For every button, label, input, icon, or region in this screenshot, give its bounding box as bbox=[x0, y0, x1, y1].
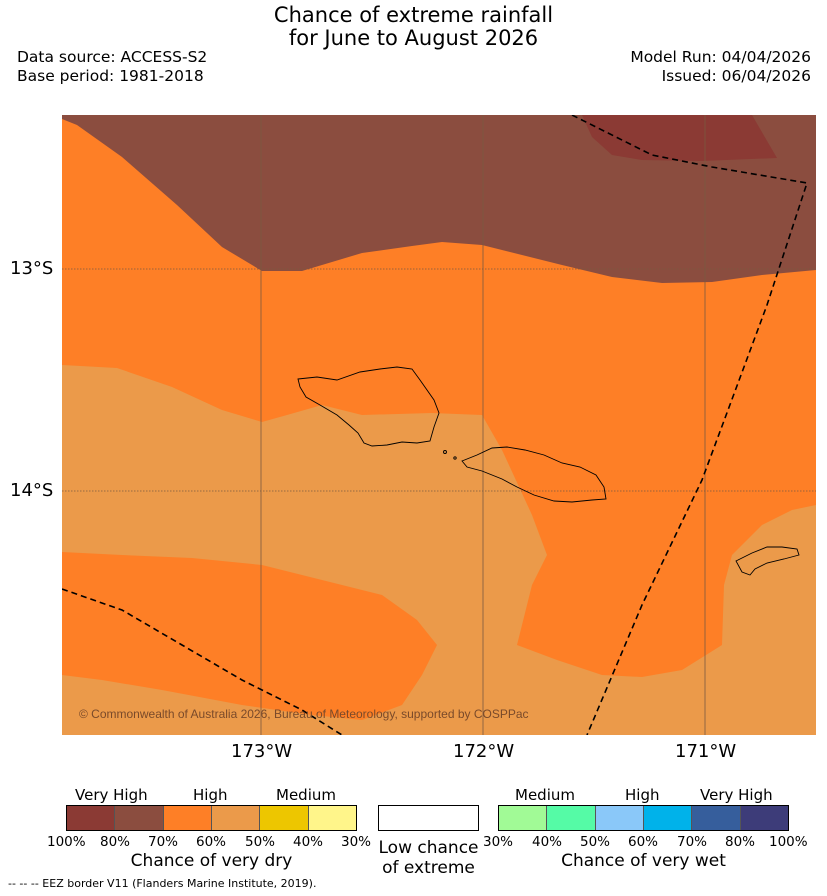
wet-tick: 70% bbox=[677, 834, 708, 850]
lon-label-171w: 171°W bbox=[675, 741, 737, 762]
dry-category-very-high: Very High bbox=[75, 786, 148, 804]
tutuila-island bbox=[735, 546, 800, 576]
region-high-dry-70-80-southwest bbox=[62, 552, 437, 720]
dry-tick: 30% bbox=[341, 834, 372, 850]
low-chance-line-2: of extreme bbox=[382, 858, 475, 878]
wet-tick: 30% bbox=[483, 834, 514, 850]
region-very-high-dry-80-100 bbox=[582, 115, 777, 161]
wet-colorbar-title: Chance of very wet bbox=[561, 851, 726, 871]
wet-tick: 50% bbox=[580, 834, 611, 850]
dry-tick: 50% bbox=[245, 834, 276, 850]
islands bbox=[297, 366, 800, 576]
swatch-dry-100-80 bbox=[67, 806, 116, 830]
forecast-map: © Commonwealth of Australia 2026, Bureau… bbox=[62, 115, 816, 735]
issued-date: Issued: 06/04/2026 bbox=[661, 67, 811, 85]
savaii-island bbox=[297, 366, 440, 447]
wet-tick: 40% bbox=[532, 834, 563, 850]
low-chance-swatch bbox=[378, 805, 479, 831]
dry-category-high: High bbox=[193, 786, 228, 804]
grid-lines bbox=[62, 115, 816, 735]
dry-tick: 60% bbox=[196, 834, 227, 850]
lat-label-14s: 14°S bbox=[10, 480, 54, 501]
wet-category-very-high: Very High bbox=[700, 786, 773, 804]
lon-label-173w: 173°W bbox=[231, 741, 293, 762]
swatch-dry-70-60 bbox=[163, 806, 212, 830]
title-line-1: Chance of extreme rainfall bbox=[273, 3, 554, 27]
dry-category-medium: Medium bbox=[276, 786, 336, 804]
dry-tick: 40% bbox=[293, 834, 324, 850]
low-chance-label: Low chance of extreme bbox=[365, 838, 492, 878]
meta-right: Model Run: 04/04/2026 Issued: 06/04/2026 bbox=[630, 48, 811, 86]
swatch-wet-30-40 bbox=[499, 806, 548, 830]
swatch-wet-80-100 bbox=[740, 806, 788, 830]
wet-tick: 60% bbox=[628, 834, 659, 850]
eez-border bbox=[62, 115, 809, 735]
swatch-wet-50-60 bbox=[595, 806, 644, 830]
dry-tick: 80% bbox=[100, 834, 131, 850]
wet-category-medium: Medium bbox=[515, 786, 575, 804]
dry-tick: 100% bbox=[47, 834, 86, 850]
dry-colorbar-title: Chance of very dry bbox=[130, 851, 293, 871]
data-source: Data source: ACCESS-S2 bbox=[17, 48, 208, 66]
wet-tick: 80% bbox=[725, 834, 756, 850]
swatch-dry-60-50 bbox=[211, 806, 261, 830]
base-period: Base period: 1981-2018 bbox=[17, 67, 204, 85]
eez-footnote: -- -- -- EEZ border V11 (Flanders Marine… bbox=[8, 877, 317, 890]
swatch-wet-40-50 bbox=[547, 806, 596, 830]
wet-category-high: High bbox=[625, 786, 660, 804]
swatch-wet-70-80 bbox=[692, 806, 741, 830]
swatch-wet-60-70 bbox=[643, 806, 693, 830]
swatch-dry-80-70 bbox=[115, 806, 164, 830]
wet-colorbar bbox=[498, 805, 789, 831]
copyright-text: © Commonwealth of Australia 2026, Bureau… bbox=[79, 707, 529, 721]
low-chance-line-1: Low chance bbox=[378, 838, 479, 858]
swatch-dry-40-30 bbox=[308, 806, 356, 830]
lon-label-172w: 172°W bbox=[453, 741, 515, 762]
upolu-island bbox=[461, 446, 607, 503]
lat-label-13s: 13°S bbox=[10, 258, 54, 279]
swatch-dry-50-40 bbox=[260, 806, 309, 830]
wet-tick: 100% bbox=[769, 834, 808, 850]
dry-tick: 70% bbox=[148, 834, 179, 850]
title-line-2: for June to August 2026 bbox=[288, 26, 539, 50]
model-run: Model Run: 04/04/2026 bbox=[630, 48, 811, 66]
dry-colorbar bbox=[66, 805, 357, 831]
meta-left: Data source: ACCESS-S2 Base period: 1981… bbox=[17, 48, 207, 86]
